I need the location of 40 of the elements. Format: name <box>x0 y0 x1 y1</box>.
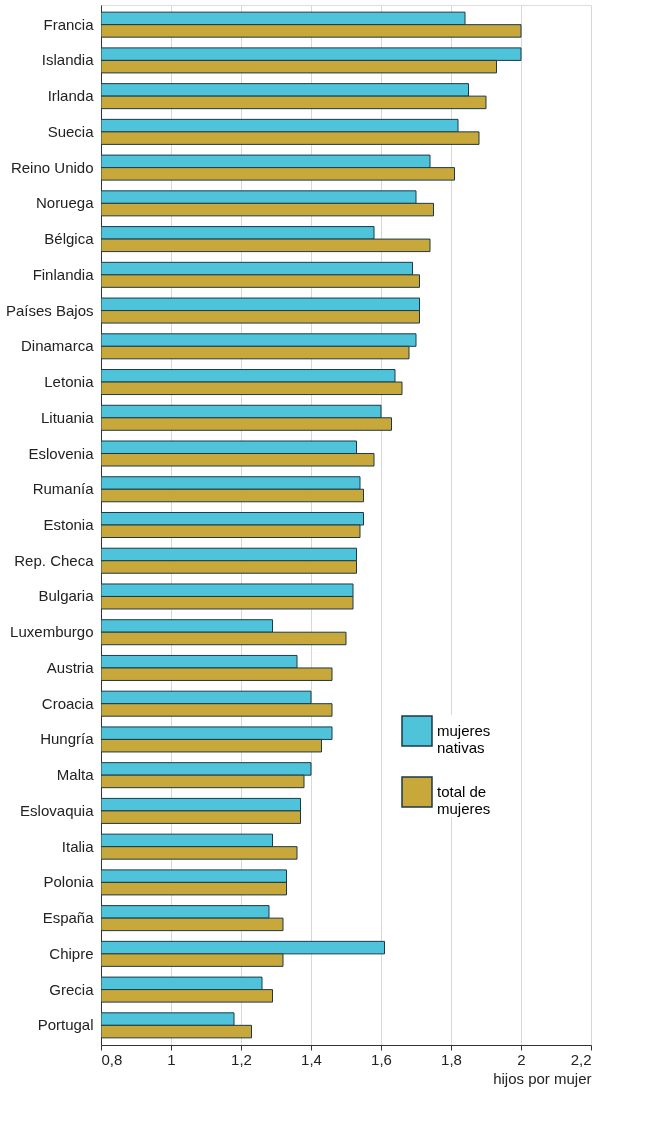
y-tick-label: Francia <box>43 15 95 33</box>
y-tick-label: Eslovenia <box>28 444 95 462</box>
y-tick-label: Lituania <box>40 408 95 426</box>
y-tick-label: Grecia <box>49 980 95 998</box>
y-tick-label: Países Bajos <box>5 301 94 319</box>
y-tick-label: Dinamarca <box>20 337 95 355</box>
legend-label: mujeres nativas <box>437 722 491 756</box>
x-tick-label: 1,2 <box>231 1050 252 1068</box>
y-tick-label: Polonia <box>43 873 95 891</box>
y-tick-label: España <box>42 909 95 927</box>
y-tick-label: Italia <box>61 837 95 855</box>
x-tick-label: 0,8 <box>101 1050 123 1068</box>
y-tick-label: Malta <box>56 766 95 784</box>
y-tick-label: Hungría <box>40 730 95 748</box>
y-tick-label: Irlanda <box>47 87 95 105</box>
y-tick-label: Chipre <box>49 944 94 962</box>
y-tick-label: Suecia <box>47 122 95 140</box>
y-tick-label: Reino Unido <box>10 158 94 176</box>
y-tick-label: Croacia <box>41 694 95 712</box>
x-tick-label: 2,2 <box>570 1050 592 1068</box>
y-tick-label: Noruega <box>35 194 95 212</box>
y-tick-label: Rep. Checa <box>14 551 95 569</box>
y-tick-label: Portugal <box>37 1016 94 1034</box>
x-tick-label: 1,6 <box>371 1050 392 1068</box>
x-tick-label: 2 <box>517 1050 526 1068</box>
x-tick-label: 1,8 <box>441 1050 462 1068</box>
y-tick-label: Finlandia <box>32 265 95 283</box>
y-tick-label: Letonia <box>44 373 95 391</box>
y-tick-label: Rumanía <box>32 480 95 498</box>
x-axis-title: hijos por mujer <box>493 1069 592 1087</box>
y-tick-label: Bélgica <box>44 230 95 248</box>
y-tick-label: Estonia <box>43 516 95 533</box>
y-tick-label: Islandia <box>41 51 95 69</box>
y-tick-label: Eslovaquia <box>20 801 95 819</box>
y-tick-label: Luxemburgo <box>10 623 94 641</box>
y-tick-label: Austria <box>46 658 95 676</box>
x-tick-label: 1 <box>167 1050 176 1068</box>
y-tick-label: Bulgaria <box>38 587 95 605</box>
x-tick-label: 1,4 <box>301 1050 322 1068</box>
legend-label: total de mujeres <box>437 783 491 817</box>
